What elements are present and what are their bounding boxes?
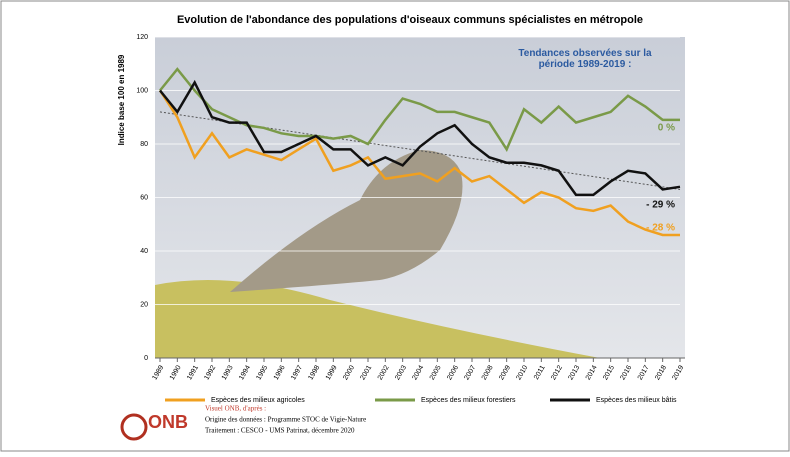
page: Evolution de l'abondance des populations… bbox=[0, 0, 790, 457]
y-tick-label: 40 bbox=[140, 248, 148, 255]
footer-source: Origine des données : Programme STOC de … bbox=[205, 416, 366, 424]
trend-label: - 29 % bbox=[646, 199, 675, 210]
y-tick-label: 60 bbox=[140, 194, 148, 201]
legend: Espèces des milieux agricoles Espèces des… bbox=[165, 397, 677, 404]
trend-label: 0 % bbox=[658, 123, 675, 134]
annotation-box: Tendances observées sur la période 1989-… bbox=[500, 48, 670, 84]
footer-credit: Visuel ONB, d'après : bbox=[205, 405, 266, 413]
y-tick-label: 0 bbox=[144, 355, 148, 362]
legend-label: Espèces des milieux agricoles bbox=[211, 397, 305, 404]
logo-icon bbox=[122, 415, 146, 439]
legend-label: Espèces des milieux forestiers bbox=[421, 397, 516, 404]
logo: ONB bbox=[148, 412, 188, 432]
y-tick-label: 80 bbox=[140, 141, 148, 148]
footer-processing: Traitement : CESCO - UMS Patrinat, décem… bbox=[205, 427, 355, 435]
y-axis-label: Indice base 100 en 1989 bbox=[117, 54, 126, 145]
trend-label: - 28 % bbox=[646, 223, 675, 234]
y-tick-label: 100 bbox=[136, 87, 148, 94]
legend-label: Espèces des milieux bâtis bbox=[596, 397, 677, 404]
chart: Evolution de l'abondance des populations… bbox=[0, 0, 790, 452]
chart-title: Evolution de l'abondance des populations… bbox=[177, 14, 643, 26]
annotation: Tendances observées sur la période 1989-… bbox=[500, 48, 670, 70]
y-tick-label: 120 bbox=[136, 34, 148, 41]
y-tick-label: 20 bbox=[140, 301, 148, 308]
